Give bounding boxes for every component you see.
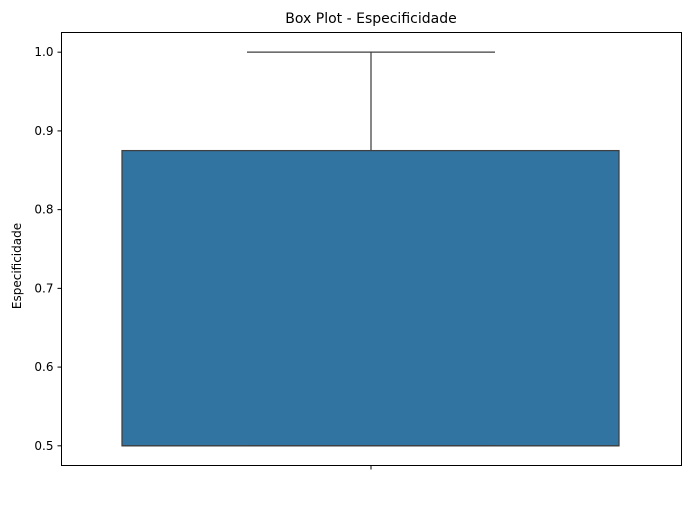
chart-title: Box Plot - Especificidade bbox=[285, 11, 456, 27]
y-tick-label: 0.8 bbox=[34, 203, 53, 217]
y-tick-label: 0.7 bbox=[34, 281, 53, 295]
y-axis: 0.5 0.6 0.7 0.8 0.9 1.0 bbox=[34, 45, 62, 453]
plot-frame bbox=[61, 32, 682, 466]
plot-area bbox=[121, 51, 620, 447]
box-iqr bbox=[121, 149, 620, 447]
y-tick-label: 0.6 bbox=[34, 360, 53, 374]
y-tick-label: 0.5 bbox=[34, 439, 53, 453]
y-tick-label: 1.0 bbox=[34, 45, 53, 59]
y-tick-label: 0.9 bbox=[34, 124, 53, 138]
y-axis-label: Especificidade bbox=[10, 223, 24, 309]
